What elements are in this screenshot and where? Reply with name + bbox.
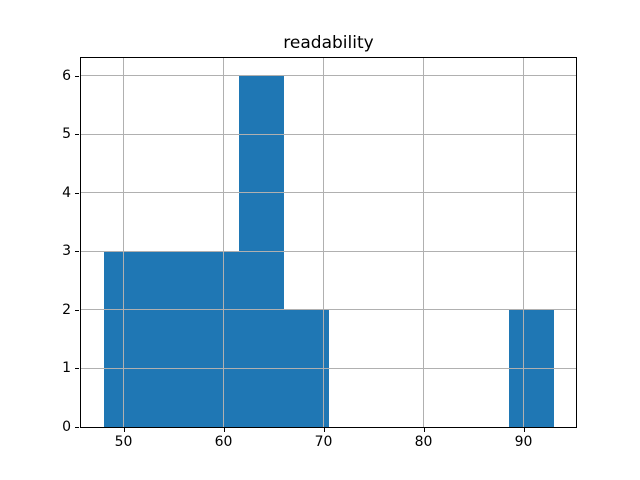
x-tick-mark <box>323 428 325 432</box>
x-tick-mark <box>523 428 525 432</box>
y-tick-mark <box>75 251 79 253</box>
y-gridline <box>81 309 576 311</box>
y-gridline <box>81 250 576 252</box>
y-tick-label: 3 <box>62 243 71 260</box>
y-tick-mark <box>75 192 79 194</box>
x-tick-label: 90 <box>514 434 533 450</box>
x-tick-mark <box>223 428 225 432</box>
y-tick-mark <box>75 368 79 370</box>
y-tick-label: 5 <box>62 126 71 143</box>
x-tick-mark <box>123 428 125 432</box>
x-tick-label: 50 <box>114 434 133 450</box>
x-gridline <box>123 58 124 427</box>
x-gridline <box>323 58 324 427</box>
y-tick-label: 0 <box>62 419 71 435</box>
x-tick-label: 80 <box>414 434 433 450</box>
x-tick-label: 60 <box>214 434 233 450</box>
histogram-bar <box>148 251 194 427</box>
y-tick-mark <box>75 309 79 311</box>
x-gridline <box>523 58 524 427</box>
y-tick-label: 6 <box>62 67 71 84</box>
y-gridline <box>81 75 576 77</box>
y-gridline <box>81 367 576 369</box>
y-gridline <box>81 133 576 135</box>
y-tick-mark <box>75 134 79 136</box>
y-tick-label: 4 <box>62 184 71 201</box>
y-tick-mark <box>75 427 79 428</box>
histogram-bar <box>193 251 239 427</box>
chart-title: readability <box>283 33 374 53</box>
histogram-bar <box>103 251 149 427</box>
x-gridline <box>223 58 224 427</box>
x-gridline <box>423 58 424 427</box>
y-gridline <box>81 192 576 194</box>
y-tick-mark <box>75 75 79 77</box>
x-tick-mark <box>423 428 425 432</box>
x-tick-label: 70 <box>314 434 333 450</box>
y-tick-label: 1 <box>62 360 71 377</box>
y-tick-label: 2 <box>62 301 71 318</box>
plot-area <box>80 57 577 428</box>
